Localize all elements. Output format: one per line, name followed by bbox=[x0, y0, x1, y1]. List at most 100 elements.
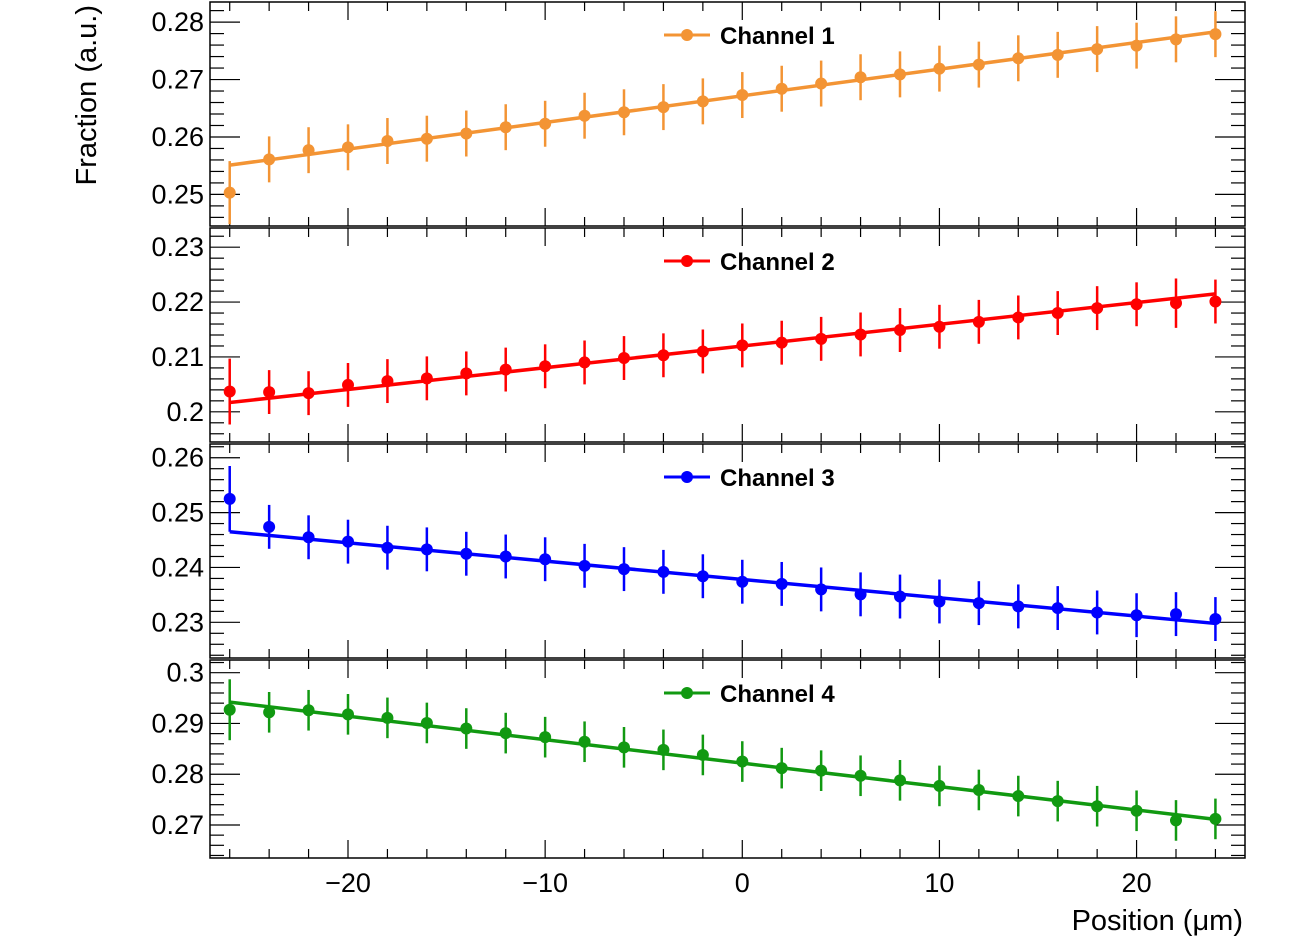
data-point bbox=[1012, 52, 1025, 65]
data-point bbox=[460, 722, 473, 735]
data-point bbox=[223, 186, 236, 199]
panel-frame bbox=[209, 443, 1246, 659]
data-point bbox=[499, 727, 512, 740]
data-point bbox=[420, 716, 433, 729]
data-point bbox=[460, 127, 473, 140]
y-tick-label: 0.27 bbox=[151, 810, 204, 840]
data-point bbox=[854, 588, 867, 601]
data-point bbox=[381, 541, 394, 554]
data-point bbox=[775, 82, 788, 95]
data-point bbox=[618, 741, 630, 754]
data-point bbox=[302, 531, 315, 544]
y-tick-label: 0.23 bbox=[151, 232, 204, 262]
data-point bbox=[933, 595, 946, 608]
data-point bbox=[578, 109, 591, 122]
legend-label: Channel 2 bbox=[720, 249, 835, 276]
data-point bbox=[736, 755, 749, 768]
data-point bbox=[499, 550, 512, 563]
y-tick-label: 0.27 bbox=[151, 65, 204, 95]
data-point bbox=[420, 543, 433, 556]
data-point bbox=[1209, 295, 1222, 308]
data-point bbox=[499, 121, 512, 134]
data-point bbox=[894, 774, 906, 787]
y-tick-label: 0.3 bbox=[166, 658, 204, 688]
panel-4: 0.27 0.28 0.29 0.3 Channel 4 bbox=[151, 658, 1246, 859]
data-point bbox=[1051, 795, 1064, 808]
data-point bbox=[1209, 812, 1222, 825]
data-point bbox=[618, 563, 630, 576]
fit-line bbox=[229, 700, 1216, 822]
data-point bbox=[263, 386, 276, 399]
data-point bbox=[578, 559, 591, 572]
data-point bbox=[223, 385, 236, 398]
y-tick-label: 0.22 bbox=[151, 287, 204, 317]
data-point bbox=[1051, 48, 1064, 61]
data-point bbox=[775, 577, 788, 590]
data-point bbox=[1130, 39, 1143, 52]
data-point bbox=[420, 372, 433, 385]
panels-group: 0.25 0.26 0.27 0.28 Channel 1 0.2 0.21 0.22 0.23… bbox=[151, 1, 1246, 859]
legend-label: Channel 3 bbox=[720, 465, 835, 492]
y-tick-label: 0.23 bbox=[151, 607, 204, 637]
data-point bbox=[539, 360, 552, 373]
data-point bbox=[578, 735, 591, 748]
x-tick-label: 20 bbox=[1122, 868, 1152, 898]
data-point bbox=[815, 764, 828, 777]
data-point bbox=[815, 77, 828, 90]
legend-label: Channel 4 bbox=[720, 681, 835, 708]
data-point bbox=[1170, 608, 1182, 621]
data-point bbox=[696, 748, 709, 761]
data-point bbox=[696, 345, 709, 358]
data-point bbox=[972, 58, 985, 71]
x-tick-label: −20 bbox=[325, 868, 371, 898]
data-point bbox=[1012, 311, 1025, 324]
data-point bbox=[1051, 602, 1064, 615]
data-point bbox=[972, 315, 985, 328]
data-point bbox=[894, 324, 906, 337]
data-point bbox=[1170, 814, 1182, 827]
legend-marker bbox=[681, 29, 693, 41]
data-point bbox=[657, 349, 670, 362]
data-point bbox=[1091, 302, 1104, 315]
data-point bbox=[302, 387, 315, 400]
y-tick-label: 0.25 bbox=[151, 179, 204, 209]
y-tick-label: 0.26 bbox=[151, 122, 204, 152]
data-point bbox=[381, 711, 394, 724]
data-point bbox=[460, 547, 473, 560]
panel-frame bbox=[209, 659, 1246, 859]
data-point bbox=[894, 68, 906, 81]
data-point bbox=[736, 339, 749, 352]
fit-line bbox=[229, 30, 1216, 167]
data-point bbox=[933, 320, 946, 333]
data-point bbox=[342, 141, 354, 154]
data-point bbox=[775, 336, 788, 349]
legend-label: Channel 1 bbox=[720, 23, 835, 50]
panel-2: 0.2 0.21 0.22 0.23 Channel 2 bbox=[151, 227, 1246, 443]
data-point bbox=[263, 706, 276, 719]
x-axis-title: Position (μm) bbox=[1072, 905, 1243, 937]
data-point bbox=[342, 378, 354, 391]
y-tick-label: 0.26 bbox=[151, 443, 204, 473]
data-point bbox=[618, 106, 630, 119]
data-point bbox=[1209, 613, 1222, 626]
legend-marker bbox=[681, 471, 693, 483]
legend-marker bbox=[681, 255, 693, 267]
data-point bbox=[933, 779, 946, 792]
fit-line bbox=[229, 530, 1216, 626]
data-point bbox=[972, 597, 985, 610]
data-point bbox=[381, 134, 394, 147]
data-point bbox=[1012, 600, 1025, 613]
y-tick-label: 0.24 bbox=[151, 552, 204, 582]
data-point bbox=[933, 62, 946, 75]
y-tick-label: 0.21 bbox=[151, 342, 204, 372]
data-point bbox=[342, 708, 354, 721]
legend-marker bbox=[681, 687, 693, 699]
x-tick-label: 10 bbox=[924, 868, 954, 898]
x-tick-label: 0 bbox=[735, 868, 750, 898]
data-point bbox=[657, 101, 670, 114]
data-point bbox=[1130, 609, 1143, 622]
data-point bbox=[854, 71, 867, 84]
data-point bbox=[539, 731, 552, 744]
data-point bbox=[302, 704, 315, 717]
